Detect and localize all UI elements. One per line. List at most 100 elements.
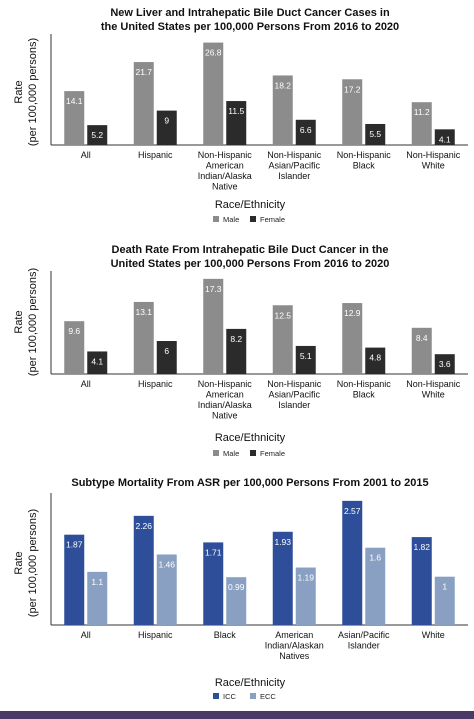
chart1-category-label: American xyxy=(206,161,244,171)
chart2-data-label: 4.8 xyxy=(369,353,381,363)
chart2-bar-female-5 xyxy=(365,347,386,374)
chart1-data-label: 5.5 xyxy=(369,129,381,139)
chart1-bar-male-2 xyxy=(133,62,154,146)
chart3-category-label: All xyxy=(81,630,91,640)
chart1-bar-male-4 xyxy=(272,75,293,145)
chart1-data-label: 5.2 xyxy=(91,130,103,140)
chart3-category-label: Natives xyxy=(279,651,310,661)
chart3-bar-icc-2 xyxy=(133,515,154,625)
chart2-data-label: 12.5 xyxy=(274,310,291,320)
chart2-data-label: 9.6 xyxy=(68,326,80,336)
chart1-data-label: 26.8 xyxy=(205,48,222,58)
chart1-category-label: Indian/Alaska xyxy=(198,171,252,181)
chart1-ylabel: (per 100,000 persons) xyxy=(27,38,39,146)
chart2-data-label: 5.1 xyxy=(300,351,312,361)
chart3-legend-label: ECC xyxy=(260,692,276,701)
chart2-category-label: Asian/Pacific xyxy=(268,390,320,400)
chart3-bar-ecc-2 xyxy=(156,554,177,625)
chart1-category-label: Asian/Pacific xyxy=(268,161,320,171)
chart2-legend-swatch xyxy=(250,450,256,456)
chart2-bar-male-5 xyxy=(342,303,363,374)
chart2-bar-male-3 xyxy=(203,278,224,374)
chart2-category-label: Non-Hispanic xyxy=(267,379,322,389)
chart3-category-label: American xyxy=(275,630,313,640)
chart1-data-label: 11.2 xyxy=(414,107,430,117)
chart1-data-label: 18.2 xyxy=(274,80,291,90)
chart2-category-label: Native xyxy=(212,411,238,421)
chart1-data-label: 6.6 xyxy=(300,125,312,135)
chart3-ylabel: (per 100,000 persons) xyxy=(27,509,39,617)
chart1-category-label: All xyxy=(81,150,91,160)
chart3-bar-ecc-3 xyxy=(226,577,247,625)
chart1-legend-swatch xyxy=(250,216,256,222)
chart2-data-label: 13.1 xyxy=(135,307,152,317)
chart2-category-label: Non-Hispanic xyxy=(406,379,461,389)
chart1-bar-female-1 xyxy=(87,125,108,145)
chart3-legend-label: ICC xyxy=(223,692,237,701)
chart2-title: United States per 100,000 Persons From 2… xyxy=(111,258,390,270)
chart2-data-label: 4.1 xyxy=(91,356,103,366)
chart3-category-label: Hispanic xyxy=(138,630,173,640)
bottom-bar xyxy=(0,711,474,719)
chart1-category-label: White xyxy=(422,161,445,171)
chart2-data-label: 17.3 xyxy=(205,284,222,294)
chart3-title: Subtype Mortality From ASR per 100,000 P… xyxy=(71,477,428,489)
chart2-category-label: Hispanic xyxy=(138,379,173,389)
chart3-bar-icc-6 xyxy=(411,537,432,625)
chart3-category-label: Asian/Pacific xyxy=(338,630,390,640)
chart2-category-label: White xyxy=(422,390,445,400)
chart1-title: New Liver and Intrahepatic Bile Duct Can… xyxy=(110,7,390,19)
chart1-category-label: Black xyxy=(353,161,376,171)
chart2-category-label: All xyxy=(81,379,91,389)
chart1-bar-male-5 xyxy=(342,79,363,145)
chart3-data-label: 1 xyxy=(442,582,447,592)
chart2-bar-female-4 xyxy=(295,345,316,374)
chart1-bar-female-3 xyxy=(226,101,247,145)
chart3-data-label: 1.93 xyxy=(274,537,291,547)
chart1-data-label: 4.1 xyxy=(439,134,451,144)
chart3-data-label: 1.46 xyxy=(158,559,175,569)
chart1-category-label: Non-Hispanic xyxy=(406,150,461,160)
chart1-category-label: Non-Hispanic xyxy=(267,150,322,160)
chart1-legend-label: Female xyxy=(260,215,285,224)
chart2-title: Death Rate From Intrahepatic Bile Duct C… xyxy=(112,244,389,256)
chart2-bar-male-1 xyxy=(64,321,85,374)
chart3-category-label: Indian/Alaskan xyxy=(265,641,324,651)
chart1-legend-label: Male xyxy=(223,215,239,224)
chart3-bar-icc-1 xyxy=(64,534,85,625)
chart1-category-label: Hispanic xyxy=(138,150,173,160)
chart2-category-label: Islander xyxy=(278,400,310,410)
chart2-data-label: 6 xyxy=(164,346,169,356)
chart3-data-label: 2.26 xyxy=(135,521,152,531)
chart1-data-label: 11.5 xyxy=(228,106,244,116)
chart3-legend-swatch xyxy=(250,693,256,699)
chart2-bar-male-4 xyxy=(272,305,293,374)
chart3-data-label: 2.57 xyxy=(344,506,361,516)
chart3-bar-icc-5 xyxy=(342,500,363,625)
chart1-bar-male-6 xyxy=(411,102,432,145)
chart1-data-label: 14.1 xyxy=(66,96,83,106)
chart3-data-label: 0.99 xyxy=(228,582,245,592)
chart1-data-label: 17.2 xyxy=(344,84,361,94)
chart1-bar-male-1 xyxy=(64,91,85,145)
chart2-bar-male-6 xyxy=(411,327,432,374)
chart3-bar-ecc-1 xyxy=(87,571,108,625)
chart2-bar-female-6 xyxy=(434,354,455,374)
chart1-title: the United States per 100,000 Persons Fr… xyxy=(101,21,399,33)
chart1-category-label: Islander xyxy=(278,171,310,181)
chart3-data-label: 1.19 xyxy=(297,573,314,583)
chart2-category-label: Black xyxy=(353,390,376,400)
chart3-xlabel: Race/Ethnicity xyxy=(215,677,286,689)
chart3-bar-icc-4 xyxy=(272,531,293,625)
chart1-category-label: Native xyxy=(212,182,238,192)
chart3-bar-ecc-6 xyxy=(434,576,455,625)
chart1-data-label: 21.7 xyxy=(135,67,152,77)
chart2-ylabel: Rate xyxy=(13,310,25,333)
chart2-data-label: 8.4 xyxy=(416,333,428,343)
chart2-legend-swatch xyxy=(213,450,219,456)
chart3-bar-ecc-4 xyxy=(295,567,316,625)
chart2-category-label: Non-Hispanic xyxy=(337,379,392,389)
chart1-bar-female-2 xyxy=(156,110,177,145)
chart3-bar-ecc-5 xyxy=(365,547,386,625)
